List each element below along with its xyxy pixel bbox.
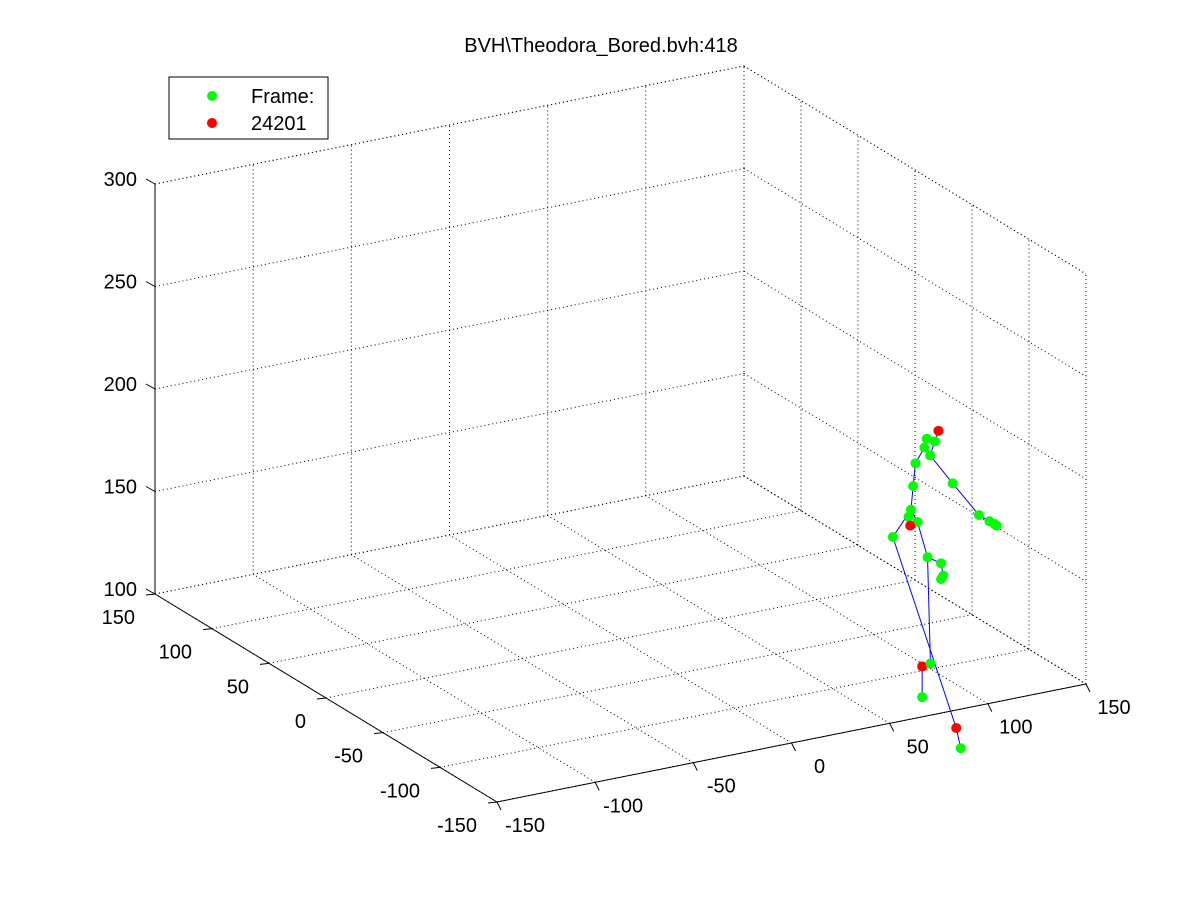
skeleton-bone	[952, 483, 980, 516]
floor-gridline	[325, 579, 916, 699]
skeleton-bone	[929, 455, 954, 484]
z-tick	[145, 486, 156, 492]
x-tick	[1085, 683, 1091, 693]
joint-marker-green	[955, 743, 966, 754]
axes-frame	[145, 178, 1091, 811]
joint-marker-green	[925, 658, 936, 669]
z-tick-label: 100	[104, 579, 137, 601]
legend-marker-frame	[207, 91, 217, 101]
x-tick	[692, 762, 698, 771]
z-tick-label: 300	[104, 169, 137, 191]
joint-marker-green	[921, 433, 932, 444]
joint-marker-red	[917, 661, 928, 672]
joint-marker-green	[929, 436, 940, 447]
z-tick	[145, 588, 156, 595]
tick-labels: -150 -100 -50 0 50 100 150 -150 -100 -50 0 50 100 150…	[102, 169, 1131, 837]
y-tick-label: -100	[380, 780, 420, 802]
back-wall-gridline	[154, 168, 745, 287]
side-wall-gridline	[743, 168, 1087, 377]
chart-title: BVH\Theodora_Bored.bvh:418	[464, 35, 738, 57]
floor-gridline	[268, 544, 859, 664]
y-tick-label: 150	[102, 607, 135, 629]
z-tick	[145, 178, 156, 185]
joint-marker-green	[917, 692, 928, 703]
joint-marker-green	[887, 532, 898, 543]
y-tick	[202, 628, 213, 631]
floor-gridline	[439, 648, 1030, 768]
x-tick-label: -50	[707, 776, 736, 798]
z-tick-label: 250	[104, 272, 137, 294]
y-tick-label: 0	[295, 711, 306, 733]
y-tick	[430, 766, 441, 769]
joint-marker-green	[910, 458, 921, 469]
joint-marker-green	[922, 552, 933, 563]
x-tick	[889, 723, 895, 732]
side-wall-gridline	[743, 270, 1087, 480]
y-tick	[487, 801, 498, 804]
z-tick-label: 150	[104, 477, 137, 499]
legend-marker-frame-number	[207, 118, 217, 128]
joint-marker-green	[919, 442, 930, 453]
y-tick	[316, 697, 327, 700]
joint-marker-green	[973, 510, 984, 521]
skeleton-bones	[892, 430, 997, 749]
skeleton-joints	[887, 425, 1002, 754]
joint-marker-red	[905, 520, 916, 531]
z-tick-label: 200	[104, 374, 137, 396]
joint-marker-green	[925, 450, 936, 461]
x-tick	[987, 703, 993, 712]
joint-marker-red	[951, 723, 962, 734]
x-tick	[791, 742, 796, 752]
skeleton-bone	[892, 536, 957, 729]
x-tick-label: -150	[505, 815, 545, 837]
side-wall-gridline	[743, 373, 1087, 582]
y-tick-label: -50	[334, 746, 363, 768]
back-wall-grid	[154, 65, 1087, 803]
y-tick	[259, 662, 270, 665]
x-tick-label: 0	[814, 756, 825, 778]
y-tick	[373, 732, 384, 735]
joint-marker-green	[903, 511, 914, 522]
legend: Frame: 24201	[168, 76, 329, 140]
skeleton-bone	[927, 557, 931, 664]
z-tick	[145, 281, 156, 287]
side-wall-gridline	[743, 475, 1087, 685]
joint-marker-green	[936, 558, 947, 569]
y-tick-label: 50	[227, 676, 249, 698]
x-tick	[594, 782, 600, 791]
top-edge	[743, 65, 1087, 275]
x-tick-label: 50	[907, 736, 929, 758]
z-tick	[145, 383, 156, 390]
x-tick-label: 150	[1097, 697, 1130, 719]
legend-box	[168, 76, 329, 140]
x-tick-label: -100	[603, 795, 643, 817]
y-tick-label: -150	[437, 815, 477, 837]
back-wall-gridline	[154, 373, 745, 492]
top-edge	[154, 65, 745, 185]
x-tick-label: 100	[999, 717, 1032, 739]
joint-marker-red	[933, 425, 944, 436]
floor-gridline	[382, 614, 973, 734]
y-tick	[145, 593, 156, 596]
y-tick-label: 100	[159, 642, 192, 664]
joint-marker-green	[936, 574, 947, 585]
joint-marker-green	[991, 520, 1002, 531]
back-wall-gridline	[154, 475, 745, 595]
floor-gridline	[211, 510, 802, 630]
x-tick	[496, 801, 502, 811]
legend-label-frame: Frame:	[251, 86, 314, 108]
skeleton-bone	[917, 521, 929, 558]
joint-marker-green	[947, 478, 958, 489]
joint-marker-green	[908, 481, 919, 492]
back-wall-gridline	[154, 270, 745, 390]
legend-label-frame-number: 24201	[251, 113, 307, 135]
